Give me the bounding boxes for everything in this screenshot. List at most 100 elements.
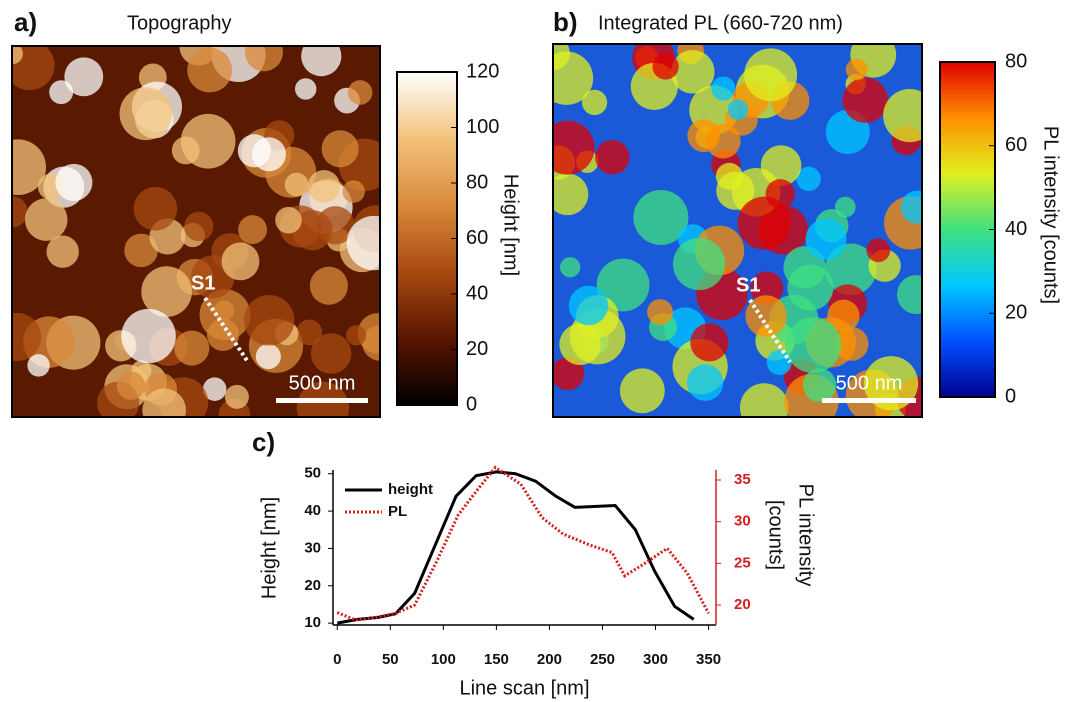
y-tick-label: 50 <box>304 465 321 482</box>
image-feature <box>202 377 227 401</box>
image-feature <box>670 50 715 94</box>
y-tick-label: 40 <box>304 502 321 519</box>
y2-tick-label: 30 <box>734 513 751 530</box>
y2-tick-label: 25 <box>734 554 751 571</box>
image-feature <box>224 384 249 409</box>
annotation: S1 <box>191 272 215 294</box>
x-axis-label: Line scan [nm] <box>459 677 589 699</box>
image-feature <box>716 171 755 210</box>
image-feature <box>896 275 922 315</box>
colorbar-tick-label: 40 <box>1005 218 1027 240</box>
image-feature <box>12 46 55 91</box>
image-feature <box>187 47 233 93</box>
image-feature <box>284 172 309 197</box>
x-tick-label: 50 <box>382 651 399 668</box>
image-feature <box>727 99 749 120</box>
image-border <box>11 45 381 418</box>
image-feature <box>238 215 267 244</box>
y2-axis-label: [counts] <box>765 500 787 570</box>
image-feature <box>750 271 784 305</box>
image-feature <box>553 51 594 105</box>
image-feature <box>119 87 173 141</box>
annotation: 500 nm <box>836 372 903 394</box>
x-tick-label: 300 <box>643 651 668 668</box>
image-feature <box>121 308 176 364</box>
image-feature <box>633 189 689 245</box>
image-feature <box>55 163 93 201</box>
legend-label: height <box>388 481 433 498</box>
y-tick-label: 30 <box>304 539 321 556</box>
x-tick-label: 200 <box>537 651 562 668</box>
image-feature <box>827 299 860 332</box>
image-feature <box>740 383 789 417</box>
image-feature <box>251 137 286 172</box>
image-feature <box>357 313 380 354</box>
colorbar-tick-label: 80 <box>466 171 488 193</box>
colorbar-tick-label: 20 <box>466 338 488 360</box>
annotation: 500 nm <box>289 372 356 394</box>
image-feature <box>619 368 665 414</box>
y2-tick-label: 20 <box>734 596 751 613</box>
image-feature <box>672 237 726 291</box>
x-tick-label: 0 <box>333 651 341 668</box>
image-feature <box>12 139 46 196</box>
scale-bar <box>822 398 916 403</box>
colorbar <box>396 71 458 406</box>
image-content <box>12 46 380 417</box>
image-feature <box>690 323 729 362</box>
image-feature <box>12 196 28 228</box>
image-feature <box>647 299 673 326</box>
image-feature <box>347 80 373 105</box>
image-feature <box>142 388 186 417</box>
colorbar-tick-label: 100 <box>466 116 499 138</box>
image-feature <box>12 46 23 65</box>
image-border <box>552 43 923 418</box>
image-feature <box>900 190 922 224</box>
image-feature <box>802 368 837 402</box>
image-feature <box>845 58 868 81</box>
image-feature <box>553 120 595 175</box>
colorbar-tick-label: 0 <box>1005 385 1016 407</box>
image-feature <box>116 371 146 400</box>
x-tick-label: 150 <box>484 651 509 668</box>
image-feature <box>866 238 891 263</box>
image-feature <box>27 354 50 377</box>
image-feature <box>12 312 42 361</box>
y2-axis-label: PL intensity <box>795 484 817 587</box>
image-feature <box>805 218 847 260</box>
image-feature <box>705 123 741 159</box>
image-feature <box>64 57 104 97</box>
image-feature <box>711 76 736 101</box>
image-content <box>553 44 922 417</box>
image-feature <box>559 257 581 278</box>
image-feature <box>309 266 348 305</box>
colorbar-tick-label: 120 <box>466 60 499 82</box>
image-feature <box>321 130 359 168</box>
colorbar-tick-label: 0 <box>466 393 477 415</box>
image-feature <box>737 196 791 250</box>
image-feature <box>883 89 922 143</box>
colorbar-tick-label: 40 <box>466 282 488 304</box>
image-feature <box>842 77 889 123</box>
image-feature <box>221 242 260 281</box>
image-feature <box>553 356 585 391</box>
image-feature <box>834 326 869 361</box>
image-feature <box>553 173 589 216</box>
image-feature <box>206 318 240 351</box>
image-feature <box>342 180 365 203</box>
image-feature <box>760 145 802 186</box>
image-feature <box>835 196 856 218</box>
image-feature <box>310 333 352 374</box>
image-feature <box>581 89 608 116</box>
image-feature <box>825 243 877 296</box>
image-feature <box>243 295 295 346</box>
line-scan <box>748 298 792 364</box>
y-axis-label: Height [nm] <box>258 497 280 599</box>
image-feature <box>863 356 919 411</box>
colorbar <box>939 61 996 398</box>
scale-bar <box>276 398 368 403</box>
image-feature <box>596 258 650 312</box>
panel-label: c) <box>252 427 275 457</box>
image-feature <box>346 215 380 271</box>
